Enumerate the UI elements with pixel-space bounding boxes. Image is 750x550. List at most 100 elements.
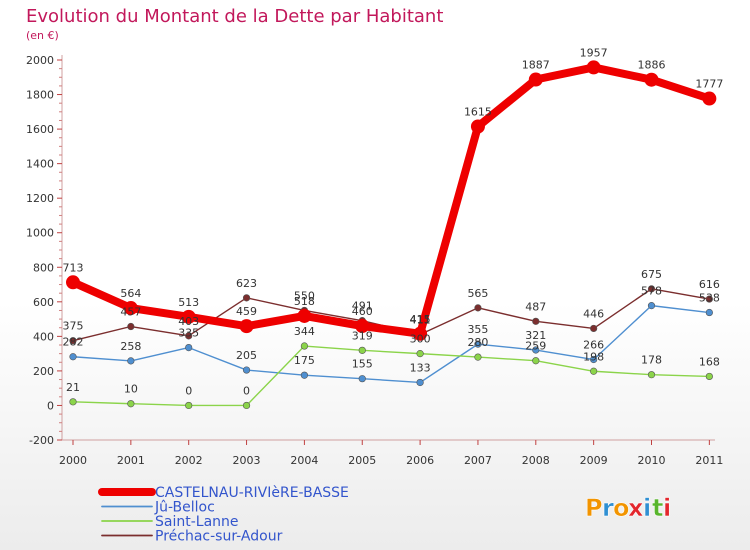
chart-subtitle: (en €) <box>26 29 59 42</box>
data-label: 487 <box>525 300 546 313</box>
data-label: 550 <box>294 289 315 302</box>
data-label: 155 <box>352 358 373 371</box>
data-label: 280 <box>467 336 488 349</box>
series-point <box>185 332 193 340</box>
y-tick-label: 600 <box>33 296 54 309</box>
data-label: 713 <box>63 261 84 274</box>
series-point <box>300 371 309 379</box>
y-tick-label: 200 <box>33 365 54 378</box>
series-point <box>416 378 424 387</box>
series-point <box>413 326 428 341</box>
series-point <box>297 308 312 323</box>
data-label: 0 <box>243 384 250 397</box>
series-point <box>127 357 135 365</box>
series-line-0 <box>69 63 714 338</box>
series-point <box>647 285 656 293</box>
data-label: 459 <box>236 305 257 318</box>
series-point <box>358 346 366 354</box>
x-tick-label: 2002 <box>175 454 203 467</box>
series-point <box>69 353 77 361</box>
data-label: 168 <box>699 355 720 368</box>
data-label: 198 <box>583 350 604 363</box>
series-point <box>66 275 80 290</box>
data-label: 491 <box>352 300 373 313</box>
data-label: 10 <box>124 383 138 396</box>
series-point <box>416 350 424 358</box>
data-label: 403 <box>178 315 199 328</box>
x-tick-label: 2003 <box>233 454 261 467</box>
x-tick-label: 2010 <box>638 454 666 467</box>
x-tick-label: 2004 <box>290 454 318 467</box>
series-point <box>69 337 77 345</box>
series-point <box>242 401 251 410</box>
data-label: 344 <box>294 325 315 338</box>
y-tick-label: 1800 <box>26 89 54 102</box>
data-label: 1777 <box>695 78 723 91</box>
legend-label: Jû-Belloc <box>154 500 215 516</box>
series-line-1 <box>72 304 711 384</box>
logo-letter: o <box>613 494 630 522</box>
y-tick-label: 2000 <box>26 54 54 67</box>
data-label: 205 <box>236 349 257 362</box>
data-label: 1887 <box>522 59 550 72</box>
series-point <box>590 324 598 333</box>
data-label: 178 <box>641 354 662 367</box>
series-point <box>474 340 482 348</box>
y-tick-label: -200 <box>29 434 54 447</box>
series-point <box>181 309 196 324</box>
x-tick-label: 2005 <box>348 454 376 467</box>
series-point <box>528 72 543 87</box>
series-point <box>474 353 482 361</box>
series-line-2 <box>72 345 711 407</box>
y-tick-label: 1400 <box>26 158 54 171</box>
logo-letter: x <box>628 494 644 522</box>
x-tick-label: 2009 <box>580 454 608 467</box>
data-label: 1615 <box>464 106 492 119</box>
legend-label: Saint-Lanne <box>155 514 239 530</box>
data-label: 446 <box>583 307 604 320</box>
data-label: 564 <box>120 287 141 300</box>
y-tick-label: 800 <box>33 261 54 274</box>
data-label: 321 <box>525 329 546 342</box>
data-label: 0 <box>185 384 192 397</box>
series-point <box>127 400 135 408</box>
logo-letter: r <box>602 494 614 522</box>
data-label: 335 <box>178 327 199 340</box>
data-label: 460 <box>352 305 373 318</box>
series-point <box>355 319 370 333</box>
series-point <box>590 367 598 375</box>
data-label: 538 <box>699 292 720 305</box>
x-tick-label: 2006 <box>406 454 434 467</box>
series-point <box>644 72 659 87</box>
logo-letter: t <box>652 494 663 522</box>
x-tick-label: 2007 <box>464 454 492 467</box>
y-tick-label: 1200 <box>26 192 54 205</box>
data-label: 282 <box>63 336 84 349</box>
data-label: 565 <box>467 287 488 300</box>
x-tick-label: 2008 <box>522 454 550 467</box>
y-tick-label: 1600 <box>26 123 54 136</box>
series-point <box>705 295 713 303</box>
data-label: 375 <box>63 320 84 333</box>
data-labels: 713 564 513 459 518 460 415 1615 1887 1957 1886 177… <box>63 46 724 397</box>
data-label: 411 <box>410 313 431 326</box>
series-point <box>532 357 540 365</box>
legend-label: Préchac-sur-Adour <box>155 529 283 545</box>
chart-title: Evolution du Montant de la Dette par Hab… <box>26 6 443 27</box>
legend-label: CASTELNAU-RIVIèRE-BASSE <box>155 485 349 501</box>
series-point <box>242 294 251 302</box>
x-tick-label: 2000 <box>59 454 87 467</box>
data-label: 175 <box>294 354 315 367</box>
series-point <box>586 60 601 75</box>
data-label: 675 <box>641 268 662 281</box>
series-point <box>474 304 482 312</box>
x-tick-label: 2001 <box>117 454 145 467</box>
logo-letter: i <box>663 494 671 522</box>
series-point <box>127 322 135 331</box>
data-label: 300 <box>410 333 431 346</box>
series-point <box>705 372 713 381</box>
data-label: 259 <box>525 340 546 353</box>
x-tick-label: 2011 <box>695 454 723 467</box>
